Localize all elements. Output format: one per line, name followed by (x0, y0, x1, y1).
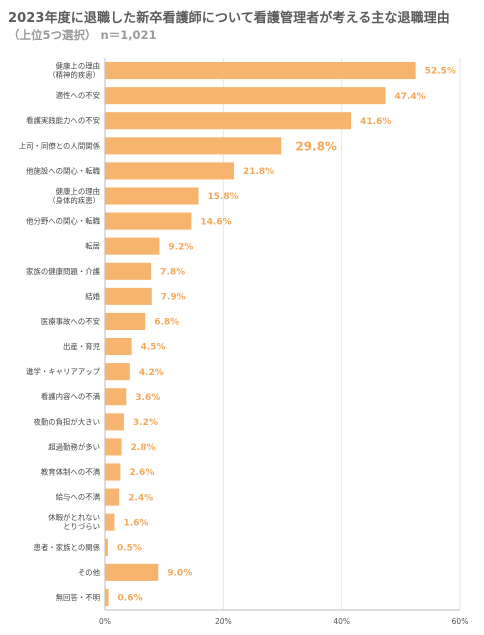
value-label: 0.5% (117, 543, 142, 553)
category-label: 他施設への関心・転職 (26, 166, 101, 175)
bar (105, 413, 124, 431)
bar (105, 212, 192, 230)
category-label: 家族の健康問題・介護 (26, 267, 101, 276)
value-label: 47.4% (394, 92, 425, 102)
bar (105, 87, 386, 105)
value-label: 6.8% (154, 318, 179, 328)
category-label: 休暇がとれないとりづらい (48, 513, 100, 531)
x-tick-label: 60% (452, 617, 469, 626)
x-tick-label: 40% (333, 617, 350, 626)
bar (105, 287, 152, 305)
bar (105, 338, 132, 356)
bar (105, 438, 122, 456)
value-label: 0.6% (118, 594, 143, 604)
bar (105, 588, 109, 606)
category-label: 無回答・不明 (56, 593, 100, 602)
bar (105, 162, 234, 180)
value-label: 4.5% (141, 343, 166, 353)
value-label: 7.9% (161, 293, 186, 303)
value-label: 41.6% (360, 117, 391, 127)
category-label: 健康上の理由（精神的疾患） (48, 62, 100, 80)
bar (105, 112, 352, 130)
category-label: 看護実践能力への不安 (26, 116, 100, 125)
value-label: 2.6% (129, 468, 154, 478)
bar (105, 538, 108, 556)
category-label: 超過勤務が多い (48, 442, 100, 451)
value-label: 4.2% (139, 368, 164, 378)
chart-subtitle: （上位5つ選択） n＝1,021 (8, 28, 157, 42)
value-label: 52.5% (425, 67, 456, 77)
bar (105, 463, 121, 481)
value-label: 9.0% (167, 569, 192, 579)
bar (105, 563, 159, 581)
category-label: 医療事故への不安 (41, 317, 100, 326)
value-label: 2.8% (131, 443, 156, 453)
value-label: 2.4% (128, 493, 153, 503)
category-label: 給与への不満 (56, 493, 101, 502)
value-label: 15.8% (207, 192, 238, 202)
category-label: 他分野への関心・転職 (26, 217, 101, 226)
bar (105, 312, 146, 330)
bar (105, 137, 282, 155)
bar (105, 262, 152, 280)
value-label: 7.8% (160, 267, 185, 277)
value-label: 9.2% (168, 242, 193, 252)
category-label: 患者・家族との関係 (34, 543, 101, 552)
category-label: 進学・キャリアアップ (26, 367, 101, 376)
value-label: 14.6% (200, 217, 231, 227)
bar (105, 62, 416, 80)
category-label: 出産・育児 (63, 342, 101, 351)
category-label: 上司・同僚との人間関係 (19, 141, 101, 150)
bar (105, 488, 120, 506)
bar (105, 388, 127, 406)
value-label: 21.8% (243, 167, 274, 177)
x-tick-label: 0% (99, 617, 111, 626)
category-label: その他 (78, 568, 101, 577)
value-label: 3.2% (133, 418, 158, 428)
value-label: 3.6% (135, 393, 160, 403)
category-label: 夜勤の負担が大きい (33, 417, 100, 426)
category-label: 適性への不安 (56, 91, 100, 100)
value-label: 29.8% (295, 139, 337, 153)
bar (105, 363, 130, 381)
category-label: 結婚 (85, 292, 100, 301)
chart-title: 2023年度に退職した新卒看護師について看護管理者が考える主な退職理由 (8, 11, 450, 26)
bar (105, 237, 160, 255)
value-label: 1.6% (123, 518, 148, 528)
x-tick-label: 20% (215, 617, 232, 626)
bar (105, 187, 199, 205)
category-label: 転居 (85, 242, 100, 251)
bar (105, 513, 115, 531)
category-label: 看護内容への不満 (41, 392, 101, 401)
category-label: 健康上の理由（身体的疾患） (48, 187, 100, 205)
category-label: 教育体制への不満 (41, 468, 101, 477)
